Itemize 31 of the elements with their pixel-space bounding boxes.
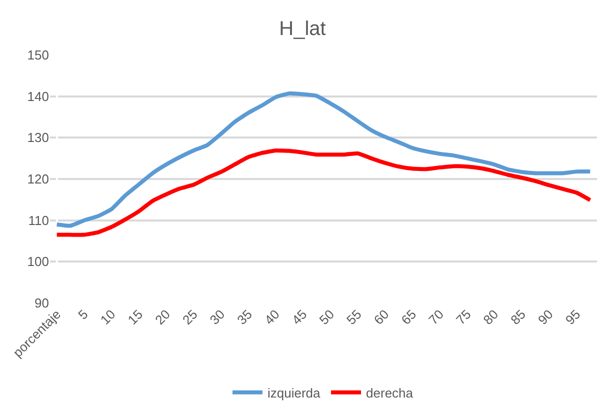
- x-tick-label: 5: [75, 306, 91, 322]
- x-tick-label: 40: [262, 306, 282, 328]
- x-tick-label: 35: [234, 306, 256, 328]
- x-tick-label: 20: [152, 306, 173, 328]
- x-tick-label: 85: [508, 306, 529, 328]
- y-tick-label: 90: [34, 296, 49, 311]
- x-tick-label: 90: [535, 306, 556, 328]
- line-series: [54, 148, 592, 237]
- y-tick-label: 120: [27, 172, 49, 187]
- x-tick-label: 75: [452, 306, 474, 328]
- x-tick-label: 80: [480, 306, 502, 328]
- x-tick-label: 30: [206, 306, 228, 328]
- x-tick-label: 25: [179, 306, 200, 328]
- line-series: [54, 91, 592, 228]
- y-tick-label: 100: [27, 254, 49, 270]
- legend-label: izquierda: [268, 385, 322, 400]
- x-tick-label: 45: [288, 306, 310, 328]
- chart-title: H_lat: [279, 18, 326, 40]
- x-tick-label: 95: [562, 306, 584, 328]
- x-tick-label: 15: [124, 306, 146, 328]
- y-tick-label: 110: [28, 212, 49, 228]
- y-tick-label: 150: [27, 48, 49, 63]
- x-tick-label: 65: [398, 306, 420, 328]
- y-tick-label: 130: [27, 130, 49, 146]
- y-tick-label: 140: [27, 88, 49, 104]
- x-tick-label: 10: [97, 306, 118, 328]
- x-tick-label: 50: [316, 306, 338, 328]
- x-tick-label: 55: [344, 306, 364, 328]
- x-tick-label: 60: [370, 306, 392, 328]
- legend-label: derecha: [366, 385, 414, 400]
- x-tick-label: 70: [426, 306, 446, 328]
